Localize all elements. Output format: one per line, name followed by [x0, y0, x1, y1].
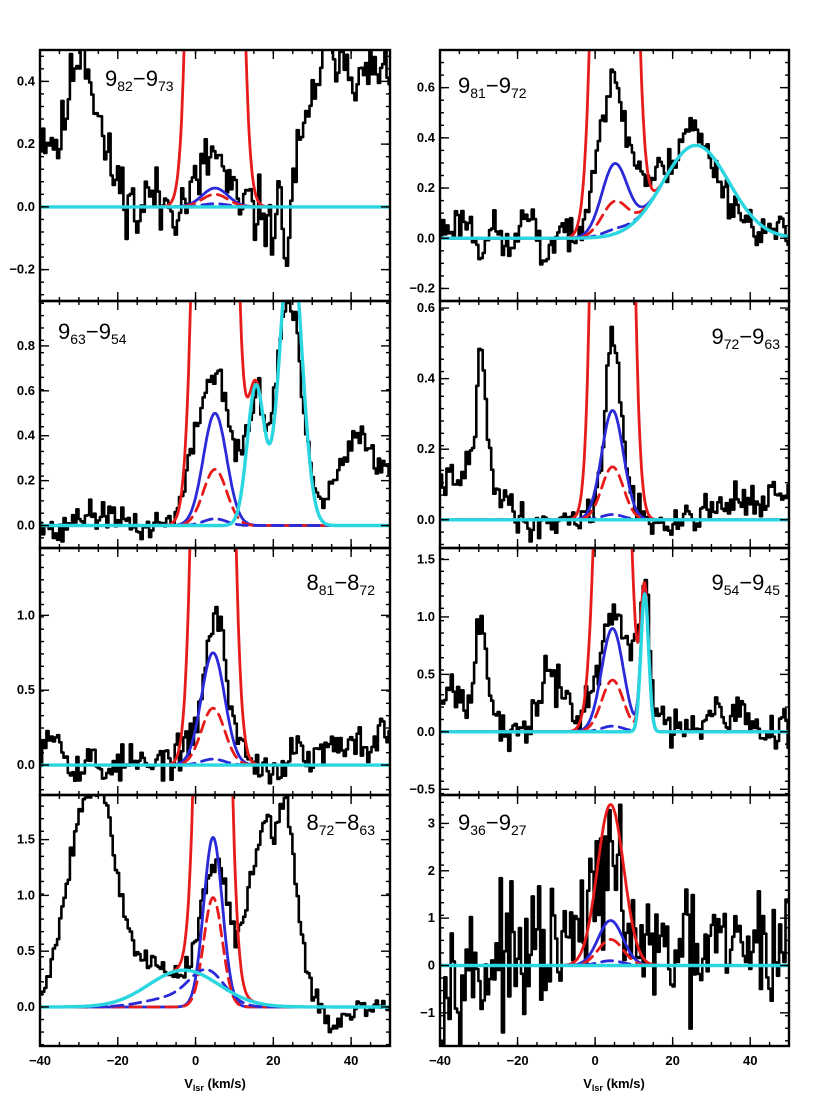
y-tick-label: 0.0 — [417, 230, 435, 245]
y-tick-label: 0.2 — [17, 473, 35, 488]
transition-label: 963−954 — [58, 319, 127, 347]
transition-label: 954−945 — [711, 570, 780, 598]
spectrum-panel: 0.0 0.5 1.0 1.5 −40 −20 0 20 40 872−863 — [17, 793, 392, 1068]
observed-spectrum-line — [440, 325, 789, 543]
observed-spectrum-line — [40, 605, 390, 785]
y-tick-label: −0.2 — [9, 262, 35, 277]
y-tick-label: −1 — [420, 1005, 435, 1020]
plot-area — [440, 50, 789, 266]
model-red-dashed-line — [40, 192, 390, 209]
observed-spectrum-line — [40, 50, 390, 267]
observed-spectrum-line — [440, 578, 789, 753]
y-tick-label: 0.0 — [17, 199, 35, 214]
y-tick-label: 0.4 — [17, 73, 36, 88]
y-tick-label: 0.4 — [17, 428, 36, 443]
spectrum-panel: −0.2 0.0 0.2 0.4 982−973 — [9, 48, 392, 303]
plot-area — [40, 795, 390, 1034]
y-tick-label: 1.5 — [17, 832, 35, 847]
y-tick-label: 0.5 — [17, 943, 35, 958]
x-tick-label: −20 — [107, 1053, 129, 1068]
plot-area — [440, 548, 789, 753]
y-tick-label: 0.0 — [17, 518, 35, 533]
observed-spectrum-line — [440, 68, 789, 266]
y-tick-label: 0.6 — [417, 80, 435, 95]
y-tick-label: 0.6 — [17, 383, 35, 398]
x-tick-label: −40 — [29, 1053, 51, 1068]
transition-label: 936−927 — [458, 810, 527, 838]
y-tick-label: 0.0 — [417, 724, 435, 739]
model-blue-dashed-line — [40, 968, 390, 1009]
transition-label: 982−973 — [105, 66, 174, 94]
plot-area — [40, 50, 390, 267]
total-line — [40, 301, 390, 527]
model-cyan-line — [440, 592, 789, 734]
y-tick-label: −0.2 — [409, 280, 435, 295]
x-axis-title-right: Vlsr (km/s) — [583, 1076, 645, 1093]
spectrum-panel: 0.0 0.2 0.4 0.6 0.8 963−954 — [17, 299, 392, 550]
y-tick-label: 0.4 — [417, 371, 436, 386]
y-tick-label: 1.0 — [17, 887, 35, 902]
y-tick-label: 1.5 — [417, 551, 435, 566]
y-tick-label: 0.0 — [417, 512, 435, 527]
spectrum-panel: −0.2 0.0 0.2 0.4 0.6 981−972 — [409, 48, 791, 303]
y-tick-label: 0.8 — [17, 338, 35, 353]
y-tick-label: 0.2 — [417, 180, 435, 195]
y-tick-label: −0.5 — [409, 781, 435, 796]
transition-label: 972−963 — [711, 324, 780, 352]
spectrum-panel: −0.5 0.0 0.5 1.0 1.5 954−945 — [409, 546, 791, 796]
model-red-dashed-line — [40, 896, 390, 1009]
x-tick-label: 40 — [743, 1053, 757, 1068]
x-tick-label: 0 — [591, 1053, 598, 1068]
spectrum-panel: −1 0 1 2 3 −40 −20 0 20 40 936−927 — [420, 793, 791, 1068]
transition-label: 881−872 — [306, 570, 375, 598]
total-line — [440, 548, 789, 734]
transition-label: 872−863 — [306, 810, 375, 838]
transition-label: 981−972 — [458, 73, 527, 101]
y-tick-label: 0.5 — [417, 666, 435, 681]
y-tick-label: 0.5 — [17, 682, 35, 697]
model-blue-line — [40, 186, 390, 209]
plot-area — [440, 803, 789, 1046]
y-tick-label: 0.2 — [17, 136, 35, 151]
model-cyan-line — [40, 968, 390, 1009]
y-tick-label: 1.0 — [17, 607, 35, 622]
x-tick-label: 20 — [665, 1053, 679, 1068]
y-tick-label: 0.0 — [17, 999, 35, 1014]
y-tick-label: 3 — [428, 815, 435, 830]
model-cyan-line — [40, 301, 390, 528]
y-tick-label: 1 — [428, 910, 435, 925]
y-tick-label: 0.0 — [17, 757, 35, 772]
observed-spectrum-line — [40, 301, 390, 543]
y-tick-label: 2 — [428, 863, 435, 878]
x-tick-label: −40 — [429, 1053, 451, 1068]
x-tick-label: 0 — [192, 1053, 199, 1068]
total-line — [40, 548, 390, 767]
y-tick-label: 0 — [428, 957, 435, 972]
x-tick-label: −20 — [507, 1053, 529, 1068]
spectrum-panel: 0.0 0.5 1.0 881−872 — [17, 546, 392, 797]
y-tick-label: 0.4 — [417, 130, 436, 145]
plot-area — [40, 301, 390, 543]
y-tick-label: 0.2 — [417, 441, 435, 456]
observed-spectrum-line — [440, 803, 789, 1046]
spectrum-panel: 0.0 0.2 0.4 0.6 972−963 — [417, 299, 791, 550]
observed-spectrum-line — [40, 795, 390, 1034]
plot-area — [440, 301, 789, 543]
x-axis-title-left: Vlsr (km/s) — [184, 1076, 246, 1093]
model-cyan-line — [440, 143, 789, 240]
y-tick-label: 1.0 — [417, 609, 435, 624]
y-tick-label: 0.6 — [417, 300, 435, 315]
x-tick-label: 40 — [344, 1053, 358, 1068]
x-tick-label: 20 — [266, 1053, 280, 1068]
plot-area — [40, 548, 390, 785]
